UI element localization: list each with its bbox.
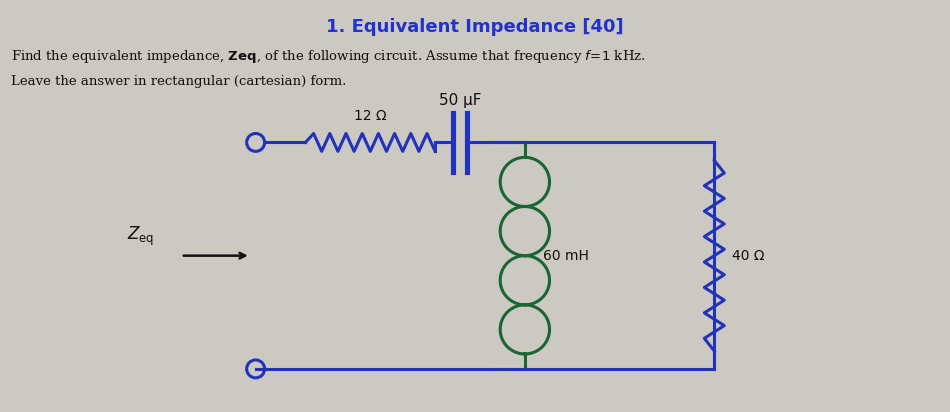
Text: $Z_\mathrm{eq}$: $Z_\mathrm{eq}$	[127, 225, 155, 248]
Text: Find the equivalent impedance, $\mathbf{Zeq}$, of the following circuit. Assume : Find the equivalent impedance, $\mathbf{…	[11, 48, 646, 65]
Text: 40 Ω: 40 Ω	[732, 249, 765, 263]
Text: 60 mH: 60 mH	[542, 249, 589, 263]
Text: 50 μF: 50 μF	[439, 93, 482, 108]
Text: 12 Ω: 12 Ω	[354, 109, 387, 122]
Text: Leave the answer in rectangular (cartesian) form.: Leave the answer in rectangular (cartesi…	[11, 75, 347, 88]
Text: 1. Equivalent Impedance [40]: 1. Equivalent Impedance [40]	[326, 18, 624, 36]
